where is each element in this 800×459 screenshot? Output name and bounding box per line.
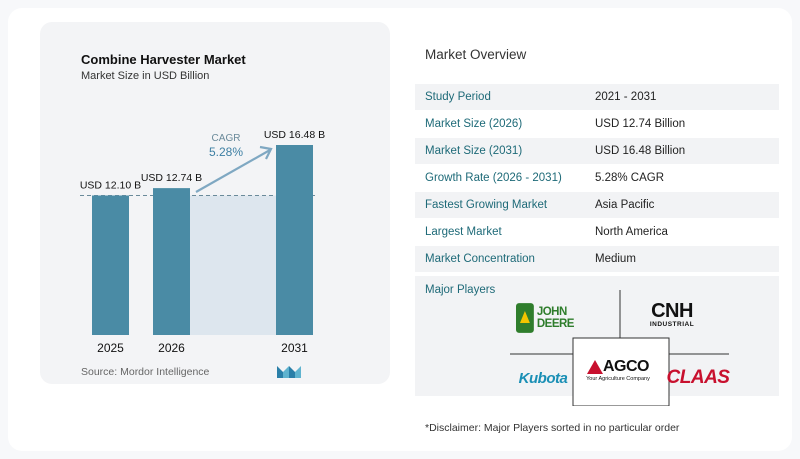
players-label: Major Players <box>425 284 496 296</box>
overview-title: Market Overview <box>425 47 527 62</box>
row-label: Market Size (2031) <box>425 145 523 157</box>
john-deere-logo: JOHN DEERE <box>516 298 606 338</box>
john-deere-text: JOHN DEERE <box>536 306 575 330</box>
bar-2031 <box>276 145 313 335</box>
chart-title: Combine Harvester Market <box>81 52 246 67</box>
claas-logo: CLAAS <box>666 364 730 392</box>
row-value: 5.28% CAGR <box>595 172 665 184</box>
agco-text: AGCO <box>603 358 650 375</box>
bar-2026 <box>153 188 190 335</box>
value-label: USD 16.48 B <box>264 129 325 141</box>
deer-icon <box>516 303 534 333</box>
row-label: Growth Rate (2026 - 2031) <box>425 172 562 184</box>
row-label: Study Period <box>425 91 491 103</box>
x-tick-label: 2025 <box>97 341 124 355</box>
cagr-label: CAGR <box>212 133 241 144</box>
chart-source: Source: Mordor Intelligence <box>81 366 210 378</box>
agco-tagline: Your Agriculture Company <box>586 376 650 382</box>
growth-shade <box>190 195 276 335</box>
row-value: USD 12.74 Billion <box>595 118 686 130</box>
value-label: USD 12.74 B <box>141 172 202 184</box>
row-value: 2021 - 2031 <box>595 91 657 103</box>
overview-row: Study Period 2021 - 2031 <box>415 84 779 111</box>
row-label: Fastest Growing Market <box>425 199 548 211</box>
cnh-text: CNH <box>651 299 693 322</box>
row-value: USD 16.48 Billion <box>595 145 686 157</box>
overview-row: Market Size (2031) USD 16.48 Billion <box>415 138 779 165</box>
kubota-logo: Kubota <box>512 366 574 390</box>
claas-text: CLAAS <box>666 367 730 388</box>
agco-triangle-icon <box>587 360 603 374</box>
row-label: Largest Market <box>425 226 502 238</box>
overview-row: Largest Market North America <box>415 219 779 246</box>
cagr-arrow-head <box>259 145 273 160</box>
cnh-logo: CNH INDUSTRIAL <box>636 296 708 332</box>
agco-logo: AGCO Your Agriculture Company <box>578 346 658 394</box>
kubota-text: Kubota <box>518 369 568 387</box>
row-value: Medium <box>595 253 636 265</box>
overview-table: Study Period 2021 - 2031 Market Size (20… <box>415 84 779 273</box>
overview-row: Market Size (2026) USD 12.74 Billion <box>415 111 779 138</box>
row-value: North America <box>595 226 668 238</box>
overview-row: Growth Rate (2026 - 2031) 5.28% CAGR <box>415 165 779 192</box>
chart-subtitle: Market Size in USD Billion <box>81 70 210 82</box>
mordor-logo-icon <box>277 364 301 383</box>
cagr-value: 5.28% <box>209 145 243 159</box>
overview-row: Market Concentration Medium <box>415 246 779 273</box>
row-value: Asia Pacific <box>595 199 655 211</box>
value-label: USD 12.10 B <box>80 179 141 191</box>
overview-row: Fastest Growing Market Asia Pacific <box>415 192 779 219</box>
row-label: Market Size (2026) <box>425 118 523 130</box>
cnh-industrial-text: INDUSTRIAL <box>649 320 695 328</box>
x-tick-label: 2026 <box>158 341 185 355</box>
bar-2025 <box>92 195 129 335</box>
cagr-arrow <box>195 149 271 193</box>
x-tick-label: 2031 <box>281 341 308 355</box>
disclaimer: *Disclaimer: Major Players sorted in no … <box>425 422 680 434</box>
row-label: Market Concentration <box>425 253 535 265</box>
players-grid-lines <box>510 290 729 406</box>
